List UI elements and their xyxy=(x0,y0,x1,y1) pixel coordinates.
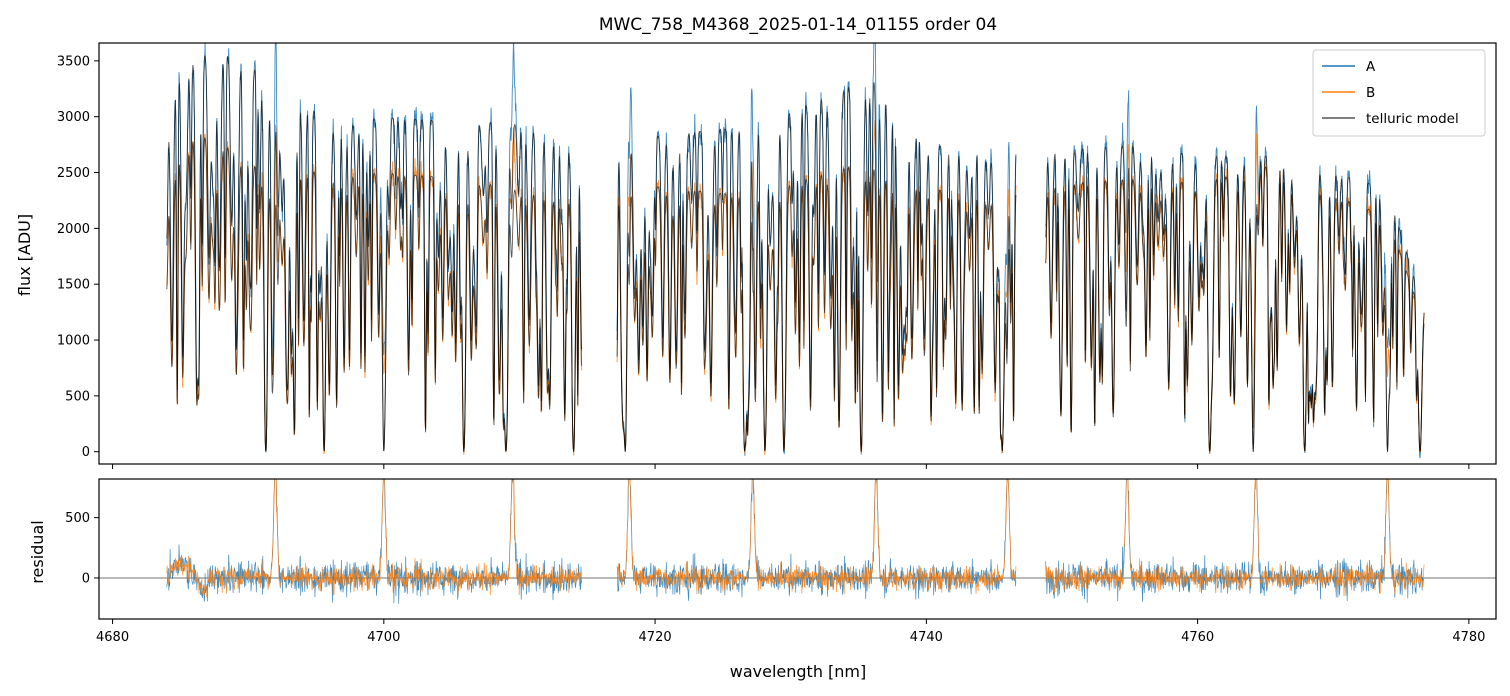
x-tick-label: 4760 xyxy=(1181,630,1214,645)
residual-axes-frame xyxy=(98,478,1497,620)
y-tick-label: 2000 xyxy=(57,222,90,237)
residual-panel: 0 500 4680 4700 4720 4740 4760 4780 residual xyxy=(28,478,1497,645)
flux-plot-content xyxy=(166,43,1425,459)
residual-plot-content xyxy=(99,479,1496,604)
y-tick-label: 2500 xyxy=(57,166,90,181)
residual-plot-area xyxy=(99,479,1496,619)
y-tick-label: 1500 xyxy=(57,278,90,293)
x-tick-label: 4780 xyxy=(1452,630,1485,645)
residual-b-line xyxy=(166,479,1425,598)
flux-y-axis-label: flux [ADU] xyxy=(15,214,34,296)
y-tick-label: 0 xyxy=(82,445,90,460)
flux-y-ticks: 0 500 1000 1500 2000 2500 3000 3500 xyxy=(57,54,99,460)
x-tick-label: 4680 xyxy=(96,630,129,645)
chart-title: MWC_758_M4368_2025-01-14_01155 order 04 xyxy=(599,15,997,35)
x-tick-label: 4740 xyxy=(910,630,943,645)
y-tick-label: 500 xyxy=(65,389,90,404)
y-tick-label: 0 xyxy=(82,571,90,586)
residual-y-ticks: 0 500 xyxy=(65,511,99,586)
y-tick-label: 500 xyxy=(65,511,90,526)
residual-x-ticks: 4680 4700 4720 4740 4760 4780 xyxy=(96,619,1485,645)
y-tick-label: 1000 xyxy=(57,334,90,349)
y-tick-label: 3500 xyxy=(57,54,90,69)
flux-axes-frame xyxy=(98,42,1497,465)
x-axis-label: wavelength [nm] xyxy=(730,662,867,681)
y-tick-label: 3000 xyxy=(57,110,90,125)
legend-label-b: B xyxy=(1366,85,1375,101)
residual-y-axis-label: residual xyxy=(28,520,47,583)
x-tick-label: 4700 xyxy=(367,630,400,645)
flux-x-ticks xyxy=(112,464,1470,469)
legend-label-telluric: telluric model xyxy=(1366,111,1459,127)
telluric-model-b-line xyxy=(166,137,1425,452)
legend: A B telluric model xyxy=(1312,49,1486,137)
legend-label-a: A xyxy=(1366,59,1376,75)
legend-box xyxy=(1312,49,1486,137)
x-tick-label: 4720 xyxy=(639,630,672,645)
